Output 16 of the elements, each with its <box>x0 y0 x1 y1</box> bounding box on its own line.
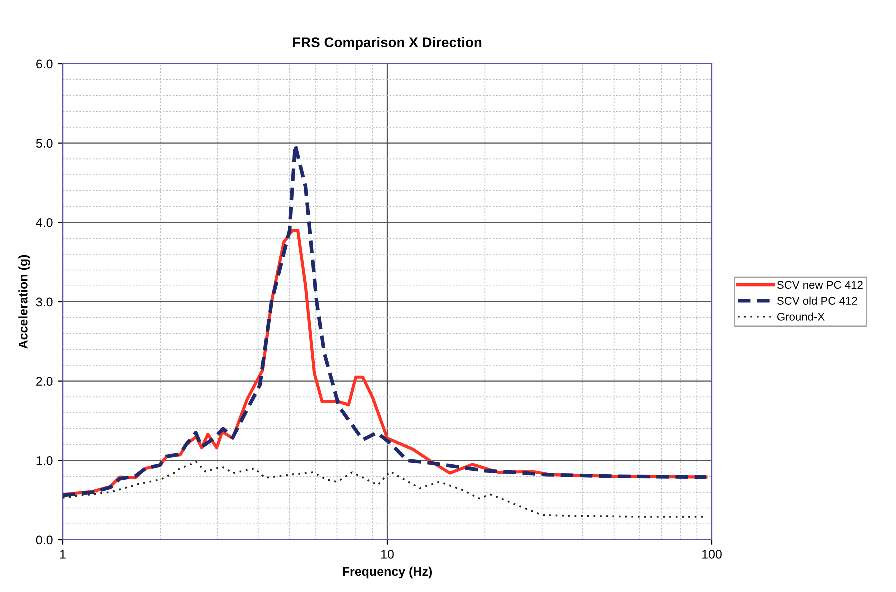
chart-title: FRS Comparison X Direction <box>294 37 482 50</box>
y-tick-label: 6.0 <box>36 60 53 69</box>
y-tick-label: 0.0 <box>36 536 53 545</box>
legend-label: SCV new PC 412 <box>777 281 863 290</box>
y-tick-label: 2.0 <box>36 377 53 386</box>
x-axis-title: Frequency (Hz) <box>343 566 432 579</box>
x-tick-label: 10 <box>382 550 394 559</box>
y-tick-label: 5.0 <box>36 139 53 148</box>
x-tick-label: 100 <box>702 550 722 559</box>
y-tick-label: 3.0 <box>36 298 53 307</box>
y-tick-label: 4.0 <box>36 218 53 228</box>
y-tick-label: 1.0 <box>36 456 53 466</box>
x-tick-label: 1 <box>60 550 66 559</box>
legend-label: Ground-X <box>777 312 825 321</box>
y-axis-title: Acceleration (g) <box>18 255 30 349</box>
legend-label: SCV old PC 412 <box>777 296 858 305</box>
